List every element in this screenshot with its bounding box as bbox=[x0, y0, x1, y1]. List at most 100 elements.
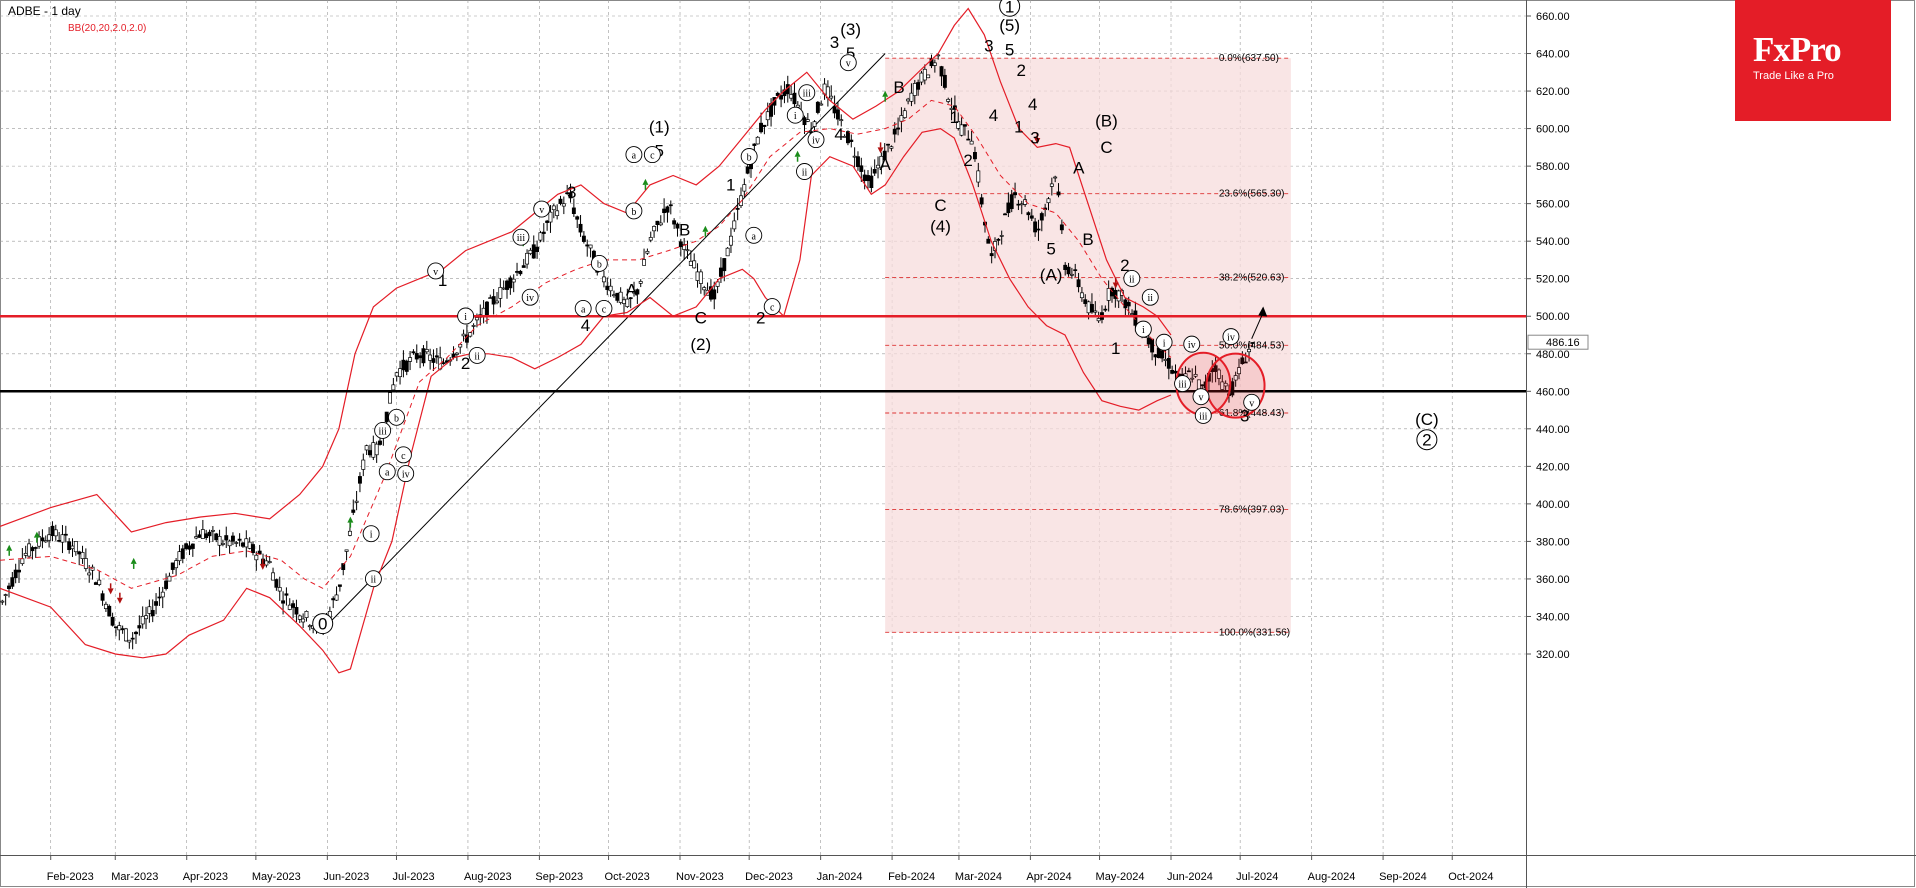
candle-body bbox=[775, 92, 780, 96]
x-tick-label: Jul-2023 bbox=[392, 871, 434, 883]
buy-arrow bbox=[794, 150, 801, 157]
candle-body bbox=[996, 238, 1001, 241]
subwave-label-circle bbox=[786, 106, 804, 124]
candle-body bbox=[642, 259, 647, 266]
candle-body bbox=[1106, 288, 1111, 301]
candle-body bbox=[939, 66, 944, 77]
subwave-label-circle bbox=[839, 54, 857, 72]
wave-label: C bbox=[934, 196, 946, 215]
subwave-label: b bbox=[631, 207, 636, 218]
x-tick-label: Sep-2023 bbox=[535, 871, 583, 883]
trendline bbox=[322, 53, 886, 630]
indicator-label: BB(20,20,2.0,2.0) bbox=[68, 23, 147, 34]
candle-body bbox=[665, 206, 670, 213]
candle-body bbox=[137, 625, 142, 629]
wave-label: 2 bbox=[756, 309, 765, 328]
candle-body bbox=[244, 538, 249, 548]
candle-body bbox=[869, 175, 874, 188]
y-tick-label: 600.00 bbox=[1536, 124, 1570, 136]
candle-body bbox=[612, 294, 616, 297]
candle-body bbox=[408, 357, 413, 362]
wave-label: 5 bbox=[1046, 239, 1055, 258]
candle-body bbox=[271, 572, 275, 581]
y-tick-label: 340.00 bbox=[1536, 611, 1570, 623]
bollinger-upper bbox=[0, 7, 1172, 533]
candle-body bbox=[605, 285, 610, 290]
candle-body bbox=[347, 530, 352, 536]
y-tick-label: 440.00 bbox=[1536, 424, 1570, 436]
candle-body bbox=[418, 355, 423, 359]
subwave-label-circle bbox=[1155, 333, 1173, 351]
candle-body bbox=[979, 197, 984, 205]
candle-body bbox=[331, 598, 336, 601]
sell-arrow bbox=[1112, 282, 1119, 289]
candle-body bbox=[832, 106, 837, 114]
candle-body bbox=[454, 352, 459, 355]
candle-body bbox=[468, 332, 473, 337]
wave-label: 3 bbox=[1240, 406, 1249, 425]
wave-label: A bbox=[626, 281, 638, 300]
candle-body bbox=[655, 220, 660, 226]
candle-body bbox=[745, 166, 750, 174]
y-tick-label: 360.00 bbox=[1536, 574, 1570, 586]
candle-body bbox=[1247, 348, 1251, 353]
candle-body bbox=[588, 244, 593, 249]
candle-body bbox=[254, 554, 259, 561]
x-tick-label: Feb-2023 bbox=[47, 871, 94, 883]
subwave-label: c bbox=[770, 303, 775, 314]
y-tick-label: 620.00 bbox=[1536, 86, 1570, 98]
subwave-label-circle bbox=[625, 202, 643, 220]
x-tick-label: Jun-2023 bbox=[323, 871, 369, 883]
candle-body bbox=[431, 358, 436, 363]
x-tick-label: Aug-2023 bbox=[464, 871, 512, 883]
candle-body bbox=[508, 277, 513, 289]
candle-body bbox=[140, 615, 145, 625]
candle-body bbox=[558, 198, 563, 204]
candle-body bbox=[200, 529, 205, 539]
candle-body bbox=[672, 220, 677, 225]
candle-body bbox=[899, 115, 904, 122]
candle-body bbox=[1059, 224, 1064, 231]
fib-level-label: 38.2%(520.63) bbox=[1219, 273, 1285, 284]
subwave-label: i bbox=[1142, 325, 1145, 336]
y-tick-label: 540.00 bbox=[1536, 236, 1570, 248]
candle-body bbox=[30, 547, 35, 552]
candle-body bbox=[755, 136, 760, 145]
candle-body bbox=[394, 372, 399, 377]
subwave-label-circle bbox=[394, 446, 412, 464]
candle-body bbox=[1089, 304, 1094, 313]
candle-body bbox=[879, 155, 884, 168]
candle-body bbox=[906, 98, 911, 102]
wave-labels: 01234(1)5ABC(2)123(3)54ABC(4)1234(5)5121… bbox=[312, 0, 1439, 635]
subwave-label-circle bbox=[427, 262, 445, 280]
candle-body bbox=[1096, 318, 1101, 322]
sell-arrow bbox=[1034, 137, 1041, 144]
candle-body bbox=[40, 537, 45, 542]
wave-label: 3 bbox=[830, 33, 839, 52]
subwave-label: b bbox=[747, 152, 752, 163]
subwave-label-circle bbox=[397, 465, 415, 483]
candle-body bbox=[50, 525, 55, 536]
candle-body bbox=[638, 281, 643, 284]
candle-body bbox=[294, 607, 299, 615]
candle-body bbox=[120, 628, 125, 631]
candle-body bbox=[886, 143, 891, 146]
buy-arrow bbox=[130, 557, 137, 564]
y-tick-label: 460.00 bbox=[1536, 386, 1570, 398]
candle-body bbox=[1003, 213, 1007, 216]
subwave-label-circle bbox=[533, 200, 551, 218]
candle-body bbox=[1069, 273, 1074, 276]
candle-body bbox=[568, 192, 573, 199]
candle-body bbox=[344, 549, 349, 552]
candle-body bbox=[1130, 313, 1135, 315]
buy-arrow bbox=[882, 90, 889, 97]
subwave-label-circle bbox=[512, 228, 530, 246]
candle-body bbox=[622, 299, 626, 304]
candle-body bbox=[43, 540, 48, 543]
x-tick-label: Aug-2024 bbox=[1308, 871, 1356, 883]
candle-body bbox=[1146, 337, 1151, 345]
candle-body bbox=[1243, 361, 1248, 364]
candle-body bbox=[1033, 221, 1038, 233]
candle-body bbox=[912, 83, 917, 96]
